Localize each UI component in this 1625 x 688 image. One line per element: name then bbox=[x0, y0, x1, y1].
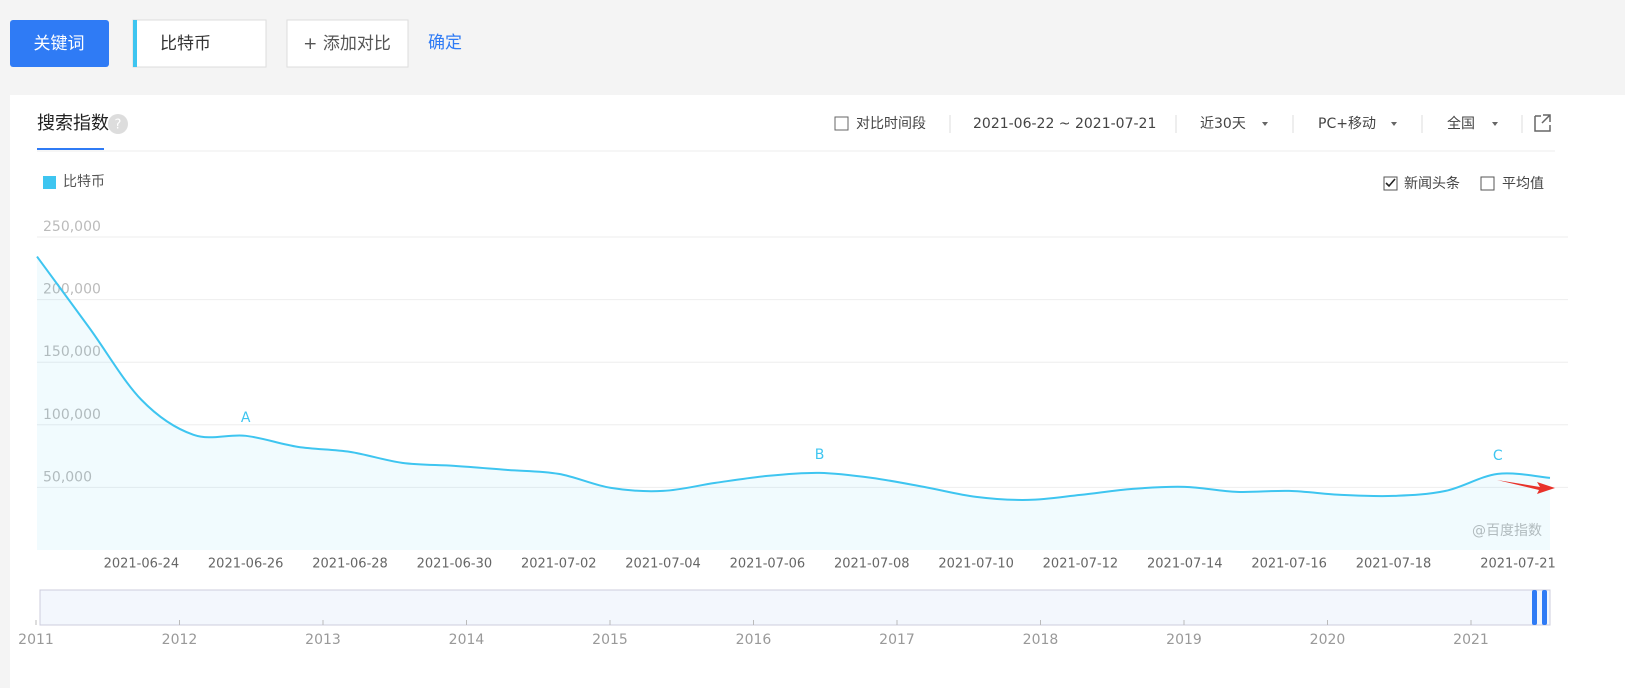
x-tick-label: 2021-07-14 bbox=[1147, 557, 1223, 572]
period-select[interactable]: 近30天 bbox=[1200, 116, 1246, 132]
x-tick-label: 2021-06-28 bbox=[312, 557, 388, 572]
confirm-link[interactable]: 确定 bbox=[428, 33, 462, 53]
timeline-handle[interactable] bbox=[1532, 590, 1537, 625]
average-label: 平均值 bbox=[1502, 176, 1544, 192]
timeline-frame[interactable] bbox=[39, 589, 1551, 626]
red-arrow bbox=[1497, 480, 1555, 494]
tab-underline bbox=[37, 148, 104, 150]
keyword-text: 比特币 bbox=[160, 34, 211, 54]
compare-period: 对比时间段 bbox=[856, 116, 926, 132]
x-tick-label: 2021-07-08 bbox=[834, 557, 910, 572]
annotation: C bbox=[1493, 448, 1503, 464]
x-tick-label: 2021-07-21 bbox=[1480, 557, 1556, 572]
average-checkbox[interactable] bbox=[1480, 176, 1495, 191]
keyword-input[interactable] bbox=[132, 19, 267, 68]
timeline-year: 2011 bbox=[18, 632, 54, 648]
area bbox=[37, 256, 1550, 550]
news-label: 新闻头条 bbox=[1404, 175, 1460, 192]
x-tick-label: 2021-07-18 bbox=[1356, 557, 1432, 572]
timeline-year: 2015 bbox=[592, 632, 628, 648]
news-checkmark bbox=[1385, 178, 1396, 188]
x-tick-label: 2021-07-06 bbox=[730, 557, 806, 572]
region-select[interactable]: 全国 bbox=[1447, 115, 1475, 132]
timeline-year: 2016 bbox=[736, 632, 772, 648]
x-tick-label: 2021-06-26 bbox=[208, 557, 284, 572]
x-tick-label: 2021-07-10 bbox=[938, 557, 1014, 572]
x-tick-label: 2021-06-30 bbox=[417, 557, 493, 572]
x-tick-label: 2021-07-02 bbox=[521, 557, 597, 572]
device-select[interactable]: PC+移动 bbox=[1318, 116, 1376, 132]
timeline-year: 2013 bbox=[305, 632, 341, 648]
date-range[interactable]: 2021-06-22 ~ 2021-07-21 bbox=[973, 116, 1156, 132]
x-tick-label: 2021-06-24 bbox=[104, 557, 180, 572]
timeline-handle[interactable] bbox=[1542, 590, 1547, 625]
help-icon[interactable] bbox=[108, 114, 128, 134]
keyword-button[interactable] bbox=[10, 20, 109, 67]
chart: 50,000100,000150,000200,000250,0002021-0… bbox=[18, 219, 1568, 648]
keyword-button-label: 关键词 bbox=[34, 34, 85, 54]
panel bbox=[10, 95, 1625, 688]
timeline-year: 2014 bbox=[449, 632, 485, 648]
legend-label: 比特币 bbox=[63, 174, 105, 190]
x-tick-label: 2021-07-12 bbox=[1043, 557, 1119, 572]
tab[interactable]: 搜索指数 bbox=[37, 113, 109, 134]
export-icon[interactable] bbox=[1534, 114, 1551, 132]
annotation: B bbox=[815, 447, 825, 463]
y-tick-label: 250,000 bbox=[43, 219, 101, 235]
watermark: @百度指数 bbox=[1472, 523, 1542, 539]
timeline-year: 2018 bbox=[1023, 632, 1059, 648]
y-tick-label: 100,000 bbox=[43, 407, 101, 423]
dropdown-arrows bbox=[1262, 122, 1498, 126]
add-compare-label: + 添加对比 bbox=[303, 34, 391, 54]
help-text: ? bbox=[115, 118, 122, 133]
timeline-year: 2017 bbox=[879, 632, 915, 648]
add-compare-button[interactable] bbox=[286, 19, 409, 68]
y-tick-label: 150,000 bbox=[43, 344, 101, 360]
x-tick-label: 2021-07-04 bbox=[625, 557, 701, 572]
timeline-year: 2021 bbox=[1453, 632, 1489, 648]
timeline-year: 2012 bbox=[162, 632, 198, 648]
compare-checkbox[interactable] bbox=[834, 116, 849, 131]
legend-swatch bbox=[43, 176, 56, 189]
y-tick-label: 50,000 bbox=[43, 469, 92, 485]
timeline-year: 2019 bbox=[1166, 632, 1202, 648]
separators bbox=[949, 115, 1523, 133]
x-tick-label: 2021-07-16 bbox=[1251, 557, 1327, 572]
timeline-year: 2020 bbox=[1310, 632, 1346, 648]
line bbox=[36, 255, 1551, 501]
keyword-color bbox=[133, 20, 137, 67]
annotation: A bbox=[241, 410, 251, 426]
